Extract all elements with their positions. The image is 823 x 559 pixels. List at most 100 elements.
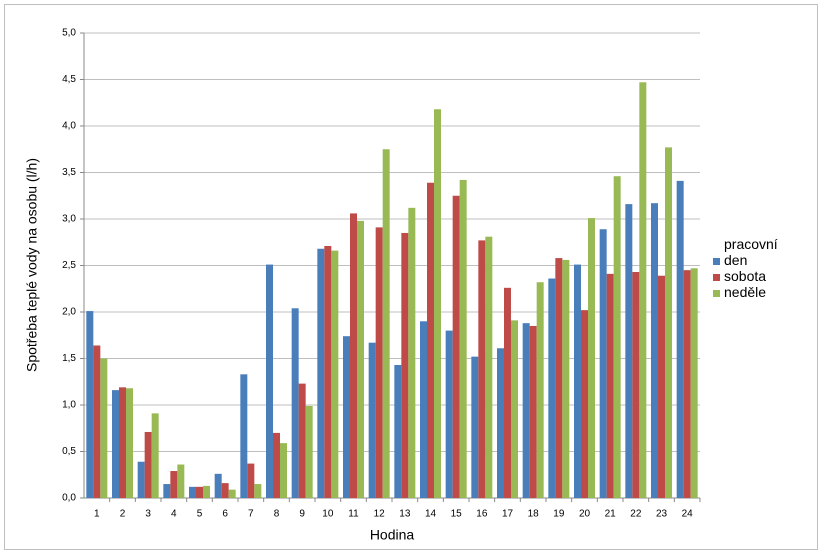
chart-border [4,4,818,550]
x-tick-label: 9 [299,509,305,520]
bar [683,270,691,498]
x-tick-label: 14 [425,509,437,520]
bar [331,250,339,498]
bar [240,374,248,498]
x-tick-label: 20 [579,509,591,520]
bar [112,390,119,498]
bar [478,240,486,498]
bar [189,486,196,498]
legend-swatch [713,258,720,265]
bar [221,483,229,498]
bar [247,463,255,498]
bar [144,431,152,498]
bar [408,207,416,498]
bar [291,308,299,498]
y-tick-label: 2,5 [62,260,76,271]
bar [625,204,633,498]
y-axis-label: Spotřeba teplé vody na osobu (l/h) [24,158,40,372]
bar [350,213,357,499]
x-tick-label: 11 [348,509,359,520]
legend-label: neděle [724,284,767,300]
x-tick-label: 13 [399,509,411,520]
y-tick-label: 4,5 [62,74,76,85]
bar [382,149,390,498]
bar [581,310,588,498]
bar [690,268,698,498]
bar [324,245,332,498]
bar [676,180,684,498]
bar [599,229,607,499]
x-tick-label: 4 [171,509,177,520]
bar [574,264,581,498]
x-tick-label: 15 [451,509,463,520]
bar [613,176,621,498]
bar [471,356,479,498]
y-tick-label: 3,0 [62,214,76,225]
bar [562,259,570,498]
x-tick-label: 22 [630,509,642,520]
bar [485,236,493,499]
bar [522,323,530,498]
bar [368,342,376,498]
legend-swatch [713,290,720,297]
bar [305,405,313,498]
bar [427,182,434,499]
bar [497,348,504,498]
bar [343,336,350,498]
legend-label: sobota [724,268,767,284]
bar [126,388,133,498]
bar [658,275,665,498]
bar [434,109,441,498]
x-tick-label: 10 [322,509,334,520]
bar [151,413,159,498]
bar [273,432,280,498]
bar [298,383,306,498]
bar [420,321,427,498]
x-tick-label: 12 [374,509,386,520]
x-tick-label: 21 [605,509,617,520]
bar [459,179,467,498]
y-tick-label: 3,5 [62,167,76,178]
legend: pracovní den sobota neděle [712,236,812,300]
bar [228,489,236,498]
bar [452,195,460,498]
bar [445,330,453,498]
x-tick-label: 8 [274,509,280,520]
x-tick-label: 7 [248,509,254,520]
x-tick-label: 6 [222,509,228,520]
bar [548,278,556,498]
bar [93,345,101,498]
bar [536,282,544,498]
x-tick-label: 19 [553,509,565,520]
x-tick-label: 17 [502,509,514,520]
bar [511,320,518,498]
bar [86,311,94,498]
bar [401,232,409,498]
bar [254,484,262,498]
x-tick-label: 16 [476,509,488,520]
bar [266,264,273,498]
bar [163,484,171,498]
y-tick-label: 0,5 [62,446,76,457]
bar [555,258,563,498]
bar [665,147,672,498]
bar [137,461,145,498]
bar [632,272,640,498]
x-tick-label: 1 [94,509,100,520]
bar [119,387,126,498]
y-tick-label: 0,0 [62,493,76,504]
bar [214,473,222,498]
bar [588,218,595,498]
bar [357,220,364,499]
bar [651,203,658,498]
legend-label: pracovní den [724,236,778,268]
y-tick-label: 5,0 [62,28,76,39]
bar [529,325,537,498]
legend-swatch [713,274,720,281]
bar [203,485,210,498]
bar [639,82,647,498]
x-tick-label: 2 [120,509,126,520]
bar [375,227,383,498]
x-tick-label: 3 [145,509,151,520]
